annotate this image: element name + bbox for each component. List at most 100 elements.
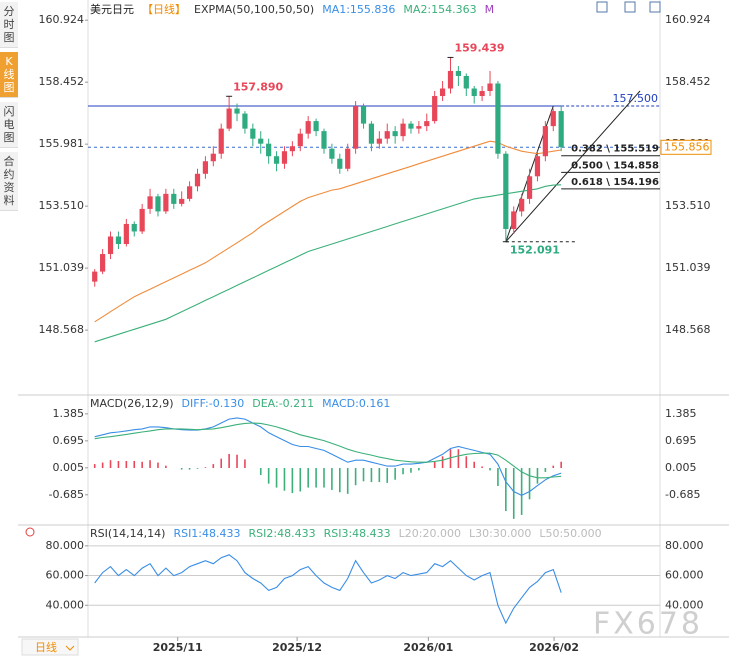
candle-body bbox=[392, 131, 398, 137]
candle-body bbox=[432, 96, 438, 122]
y-tick-label: 160.924 bbox=[39, 13, 85, 26]
candle-body bbox=[400, 123, 406, 137]
candle-body bbox=[329, 148, 335, 159]
candle-body bbox=[360, 106, 367, 124]
legend-text: RSI2:48.433 bbox=[249, 527, 316, 540]
candle-body bbox=[384, 131, 390, 139]
zoom-in[interactable] bbox=[596, 1, 608, 13]
candle-body bbox=[139, 208, 145, 232]
y-tick-label: 155.981 bbox=[39, 137, 85, 150]
candle-body bbox=[194, 173, 201, 187]
candle-body bbox=[115, 236, 122, 245]
x-tick-label: 2026/02 bbox=[529, 641, 579, 654]
candle-body bbox=[289, 146, 295, 152]
sidebar-tab[interactable]: 合约资料 bbox=[0, 152, 18, 211]
legend-text: DIFF:-0.130 bbox=[182, 397, 245, 410]
candle-body bbox=[210, 153, 216, 162]
reference-label: 157.500 bbox=[613, 92, 659, 105]
indicator-line bbox=[94, 422, 562, 479]
dropdown-arrow bbox=[65, 645, 75, 651]
y-tick-label: 148.568 bbox=[39, 323, 85, 336]
reset[interactable] bbox=[649, 1, 661, 13]
candle-body bbox=[163, 193, 169, 212]
legend-text: DEA:-0.211 bbox=[252, 397, 314, 410]
candle-body bbox=[202, 161, 209, 174]
trend-line bbox=[505, 90, 641, 243]
candle-body bbox=[503, 153, 509, 229]
legend-text: M bbox=[485, 3, 495, 16]
legend-text: L20:20.000 bbox=[399, 527, 461, 540]
y-tick-label: 80.000 bbox=[46, 539, 85, 552]
y-tick-label: -0.685 bbox=[49, 488, 84, 501]
candle-body bbox=[179, 198, 185, 204]
fib-label: 0.618 \ 154.196 bbox=[571, 177, 659, 188]
candle-body bbox=[542, 126, 548, 157]
legend-text: MA2:154.363 bbox=[403, 3, 476, 16]
indicator-line bbox=[94, 184, 562, 343]
candle-body bbox=[439, 88, 446, 97]
candle-body bbox=[92, 271, 98, 282]
candle-body bbox=[250, 128, 256, 139]
annotation-label: 152.091 bbox=[510, 244, 560, 257]
candle-body bbox=[479, 91, 485, 97]
fib-label: 0.500 \ 154.858 bbox=[571, 160, 659, 171]
candle-body bbox=[558, 111, 564, 148]
y-tick-label: 40.000 bbox=[665, 598, 704, 611]
legend-text: 【日线】 bbox=[142, 2, 186, 16]
legend-text: RSI3:48.433 bbox=[324, 527, 391, 540]
period-tab[interactable] bbox=[21, 638, 79, 656]
sidebar-tab[interactable]: K线图 bbox=[0, 52, 18, 98]
y-tick-label: 0.695 bbox=[665, 434, 697, 447]
candle-body bbox=[416, 126, 422, 129]
candle-body bbox=[463, 75, 469, 89]
legend-text: RSI1:48.433 bbox=[173, 527, 240, 540]
y-tick-label: -0.685 bbox=[665, 488, 700, 501]
y-tick-label: 1.385 bbox=[53, 407, 85, 420]
candle-body bbox=[376, 138, 382, 144]
watermark: FX678 bbox=[593, 607, 703, 642]
candle-body bbox=[281, 151, 288, 164]
sidebar-tab[interactable]: 闪电图 bbox=[0, 102, 18, 148]
candle-body bbox=[534, 156, 541, 177]
fib-label: 0.382 \ 155.519 bbox=[571, 144, 659, 155]
settings-icon[interactable] bbox=[25, 527, 35, 537]
candle-body bbox=[297, 133, 303, 147]
candle-body bbox=[471, 88, 477, 97]
indicator-line bbox=[94, 140, 562, 323]
y-tick-label: 151.039 bbox=[39, 261, 85, 274]
candle-body bbox=[242, 113, 248, 129]
sidebar-tab[interactable]: 分时图 bbox=[0, 2, 18, 48]
candle-body bbox=[337, 158, 343, 169]
zoom-out[interactable] bbox=[624, 1, 636, 13]
candle-body bbox=[266, 143, 272, 157]
candle-body bbox=[353, 106, 359, 149]
y-tick-label: 60.000 bbox=[46, 569, 85, 582]
legend-text: MA1:155.836 bbox=[322, 3, 395, 16]
candle-body bbox=[155, 196, 161, 212]
y-tick-label: 160.924 bbox=[665, 13, 711, 26]
last-price-box bbox=[660, 139, 712, 155]
y-tick-label: 153.510 bbox=[665, 199, 711, 212]
candle-body bbox=[258, 138, 264, 144]
x-tick-label: 2026/01 bbox=[403, 641, 453, 654]
candle-body bbox=[100, 254, 106, 272]
y-tick-label: 158.452 bbox=[665, 75, 711, 88]
candle-body bbox=[234, 108, 240, 114]
toolbar[interactable] bbox=[596, 1, 661, 13]
candle-body bbox=[424, 121, 430, 127]
candle-body bbox=[511, 211, 517, 229]
legend-text: MACD(26,12,9) bbox=[90, 397, 174, 410]
indicator-line bbox=[94, 554, 562, 625]
y-tick-label: 80.000 bbox=[665, 539, 704, 552]
period-tab-label[interactable]: 日线 bbox=[35, 640, 57, 654]
x-tick-label: 2025/11 bbox=[153, 641, 203, 654]
candle-body bbox=[226, 108, 232, 129]
legend-text: RSI(14,14,14) bbox=[90, 527, 165, 540]
legend-text: EXPMA(50,100,50,50) bbox=[194, 3, 314, 16]
candle-body bbox=[313, 121, 319, 132]
legend-text: 美元日元 bbox=[90, 3, 134, 16]
candle-body bbox=[305, 121, 311, 134]
candle-body bbox=[368, 123, 375, 144]
